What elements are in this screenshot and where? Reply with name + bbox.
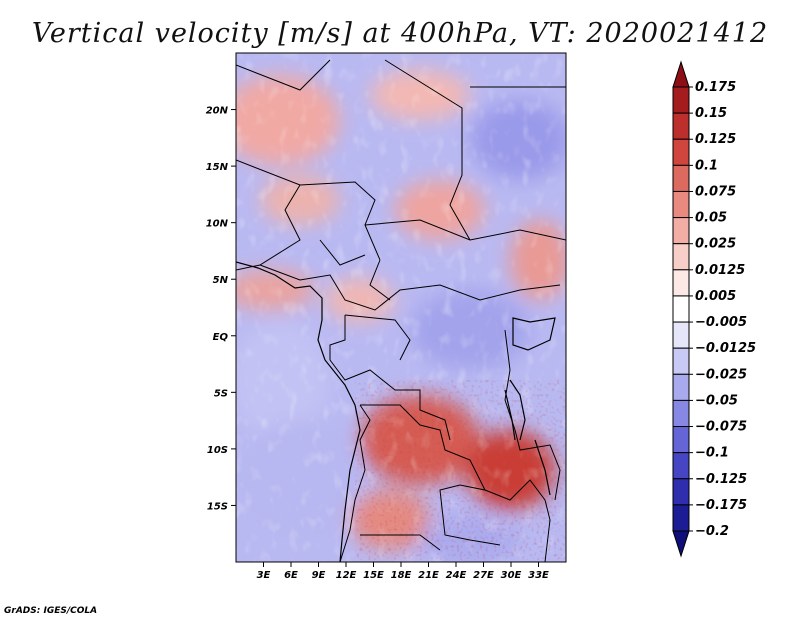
colorbar-swatch — [672, 269, 690, 297]
colorbar-swatch — [672, 164, 690, 192]
colorbar: 0.175 0.15 0.125 0.1 0.075 0.05 0.025 0.0125 0.0… — [672, 60, 756, 558]
colorbar-swatch — [672, 452, 690, 480]
colorbar-label: −0.005 — [695, 315, 747, 330]
colorbar-label: −0.0125 — [695, 341, 756, 356]
colorbar-label: −0.05 — [695, 393, 738, 408]
colorbar-label: −0.025 — [695, 367, 747, 382]
colorbar-label: 0.175 — [695, 80, 736, 95]
colorbar-swatch — [672, 373, 690, 401]
colorbar-label: 0.05 — [695, 211, 727, 226]
y-tick-label: 5N — [213, 275, 229, 286]
colorbar-swatch — [672, 86, 690, 114]
colorbar-label: −0.175 — [695, 498, 747, 513]
y-tick-label: 15N — [206, 162, 229, 173]
colorbar-label: −0.075 — [695, 420, 747, 435]
x-tick-label: 30E — [501, 570, 522, 581]
colorbar-extend-max — [672, 60, 690, 88]
colorbar-swatch — [672, 112, 690, 140]
colorbar-swatch — [672, 399, 690, 428]
y-tick-label: 5S — [214, 388, 228, 399]
colorbar-swatch — [672, 138, 690, 166]
x-tick-label: 6E — [284, 570, 298, 581]
x-tick-label: 33E — [528, 570, 549, 581]
colorbar-swatch — [672, 347, 690, 375]
colorbar-swatch — [672, 190, 690, 219]
colorbar-swatch — [672, 217, 690, 245]
field-strong-texture — [355, 380, 566, 560]
colorbar-label: 0.075 — [695, 184, 736, 199]
colorbar-swatch — [672, 295, 690, 323]
y-tick-label: 10S — [207, 445, 228, 456]
y-tick-label: 10N — [206, 219, 229, 230]
colorbar-label: 0.15 — [695, 106, 727, 121]
y-tick-label: 20N — [206, 106, 229, 117]
x-tick-label: 9E — [312, 570, 326, 581]
credit-text: GrADS: IGES/COLA — [4, 606, 97, 616]
colorbar-extend-min — [672, 530, 690, 558]
y-tick-label: 15S — [207, 501, 228, 512]
colorbar-label: −0.125 — [695, 472, 747, 487]
coastlines — [236, 261, 556, 562]
map-area — [236, 53, 566, 562]
x-tick-label: 15E — [363, 570, 384, 581]
colorbar-label: 0.005 — [695, 289, 736, 304]
x-tick-label: 12E — [336, 570, 357, 581]
colorbar-label: 0.0125 — [695, 263, 745, 278]
colorbar-label: −0.1 — [695, 446, 729, 461]
colorbar-swatch — [672, 321, 690, 349]
colorbar-swatch — [672, 504, 690, 532]
y-tick-label: EQ — [213, 332, 229, 343]
colorbar-swatch — [672, 478, 690, 506]
x-tick-label: 27E — [473, 570, 494, 581]
colorbar-label: 0.1 — [695, 158, 718, 173]
x-tick-label: 3E — [257, 570, 271, 581]
colorbar-label: 0.025 — [695, 237, 736, 252]
x-axis: 3E 6E 9E 12E 15E 18E 21E 24E 27E 30E 33E — [257, 562, 549, 581]
colorbar-swatch — [672, 426, 690, 454]
x-tick-label: 18E — [391, 570, 412, 581]
x-tick-label: 21E — [418, 570, 439, 581]
x-tick-label: 24E — [446, 570, 467, 581]
country-boundaries — [236, 59, 566, 562]
colorbar-label: −0.2 — [695, 524, 729, 539]
y-axis: 20N 15N 10N 5N EQ 5S 10S 15S — [206, 106, 236, 512]
colorbar-swatch — [672, 243, 690, 271]
colorbar-label: 0.125 — [695, 132, 736, 147]
chart-title: Vertical velocity [m/s] at 400hPa, VT: 2… — [32, 18, 768, 49]
